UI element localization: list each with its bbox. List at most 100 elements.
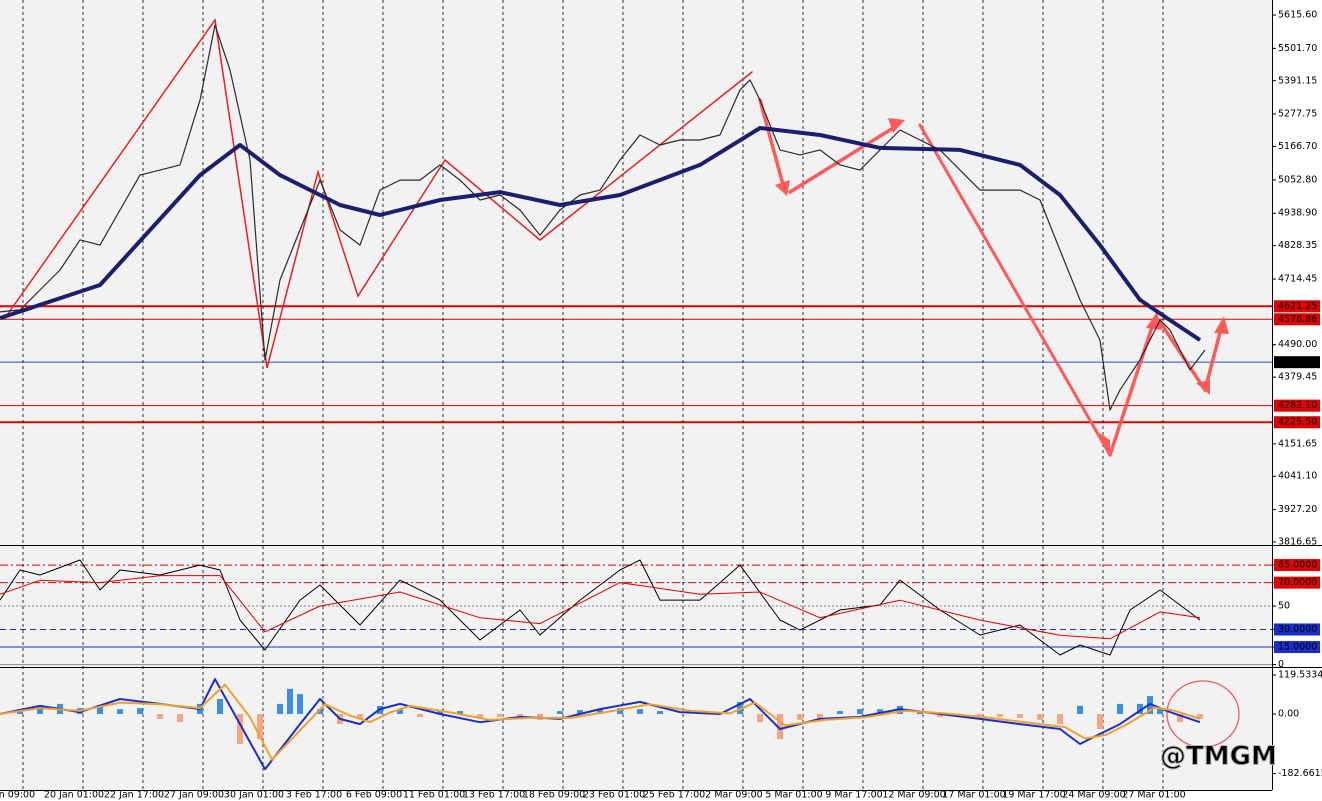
bar xyxy=(1117,703,1123,715)
y-tick-label: 5615.60 xyxy=(1278,9,1317,20)
x-tick-label: 12 Mar 09:00 xyxy=(882,790,945,801)
bar xyxy=(1017,714,1023,718)
bar xyxy=(617,708,623,715)
arrow-line xyxy=(788,123,900,194)
x-tick-label: 27 Mar 01:00 xyxy=(1122,790,1185,801)
bar xyxy=(1197,714,1203,719)
x-tick-label: 3 Feb 17:00 xyxy=(286,790,342,801)
y-tick-label: 70.0000 xyxy=(1278,577,1317,588)
bar xyxy=(577,710,583,715)
arrow-head xyxy=(1146,312,1162,330)
bar xyxy=(417,714,423,717)
y-tick-label: -182.6615 xyxy=(1278,768,1322,779)
y-tick-label: 4151.65 xyxy=(1278,438,1317,449)
plot-background xyxy=(0,0,1272,790)
bar xyxy=(657,711,663,715)
series-line xyxy=(0,24,1206,411)
arrow-line xyxy=(918,123,1112,457)
x-tick-label: 22 Jan 17:00 xyxy=(104,790,164,801)
x-tick-label: 17 Mar 01:00 xyxy=(942,790,1005,801)
arrow-head xyxy=(1214,316,1229,334)
series-line xyxy=(0,559,1201,656)
bar xyxy=(817,714,823,719)
y-tick-label: 0 xyxy=(1278,659,1284,670)
y-tick-label: 85.0000 xyxy=(1278,560,1317,571)
marks xyxy=(0,24,1206,771)
y-tick-label: 5277.75 xyxy=(1278,108,1317,119)
x-tick-label: 11 Feb 01:00 xyxy=(403,790,465,801)
series-line xyxy=(0,683,1201,761)
x-tick-label: 20 Jan 01:00 xyxy=(44,790,104,801)
bar xyxy=(917,712,923,715)
level-label: 4430.50 xyxy=(1278,357,1317,368)
bar xyxy=(737,701,743,715)
arrow-head xyxy=(775,180,790,196)
y-tick-box xyxy=(1274,576,1320,589)
x-tick-label: 27 Jan 09:00 xyxy=(164,790,224,801)
y-tick-label: 5166.70 xyxy=(1278,141,1317,152)
y-tick-label: 50 xyxy=(1278,601,1290,612)
y-tick-label: 4828.35 xyxy=(1278,240,1317,251)
bar xyxy=(797,714,803,720)
y-tick-label: 3816.65 xyxy=(1278,536,1317,547)
bar xyxy=(297,694,303,715)
bar xyxy=(937,714,943,717)
bar xyxy=(237,714,243,745)
x-tick-label: 2 Mar 09:00 xyxy=(705,790,762,801)
bar xyxy=(977,714,983,716)
bar xyxy=(177,714,183,723)
bar xyxy=(857,709,863,715)
arrow-line xyxy=(1108,316,1157,457)
zigzag xyxy=(4,18,753,369)
x-tick-label: 23 Feb 01:00 xyxy=(583,790,645,801)
y-tick-label: 5052.80 xyxy=(1278,174,1317,185)
y-tick-label: 30.0000 xyxy=(1278,624,1317,635)
bar xyxy=(597,709,603,715)
level-label: 4621.25 xyxy=(1278,301,1317,312)
series-line xyxy=(0,575,1201,640)
x-tick-label: 24 Mar 09:00 xyxy=(1062,790,1125,801)
series-line xyxy=(0,678,1201,771)
bar xyxy=(757,714,763,723)
y-tick-label: 5501.70 xyxy=(1278,43,1317,54)
y-tick-label: 4714.45 xyxy=(1278,273,1317,284)
bar xyxy=(557,711,563,715)
arrow-line xyxy=(1203,323,1224,392)
bar xyxy=(477,714,483,719)
level-label: 4282.10 xyxy=(1278,400,1317,411)
x-tick-label: 19 Mar 17:00 xyxy=(1002,790,1065,801)
highlight-circle xyxy=(1166,680,1240,748)
x-tick-label: 9 Mar 17:00 xyxy=(825,790,882,801)
arrow-head xyxy=(1196,380,1210,395)
bar xyxy=(277,703,283,715)
y-tick-label: 3927.20 xyxy=(1278,504,1317,515)
bar xyxy=(37,705,43,715)
watermark: @TMGM xyxy=(1160,742,1277,772)
level-box xyxy=(1274,356,1320,369)
y-tick-label: 5391.15 xyxy=(1278,75,1317,86)
level-label: 4576.86 xyxy=(1278,314,1317,325)
y-tick-label: 4490.00 xyxy=(1278,339,1317,350)
bar xyxy=(517,714,523,717)
arrow-line xyxy=(758,98,787,194)
y-tick-label: 4041.10 xyxy=(1278,471,1317,482)
y-tick-box xyxy=(1274,623,1320,636)
y-tick-label: 4379.45 xyxy=(1278,372,1317,383)
bar xyxy=(257,714,263,740)
bar xyxy=(1057,714,1063,725)
arrow-head xyxy=(1095,430,1110,455)
bar xyxy=(397,709,403,715)
level-box xyxy=(1274,399,1320,412)
bar xyxy=(457,711,463,715)
level-label: 4225.50 xyxy=(1278,417,1317,428)
bar xyxy=(117,709,123,715)
bar xyxy=(877,709,883,715)
y-tick-label: 15.0000 xyxy=(1278,642,1317,653)
labels: 5615.60 5501.70 5391.15 5277.75 5166.70 5052.… xyxy=(0,9,1322,800)
bar xyxy=(1097,714,1103,730)
bar xyxy=(1177,714,1183,723)
x-tick-label: 30 Jan 01:00 xyxy=(224,790,284,801)
y-tick-box xyxy=(1274,641,1320,654)
